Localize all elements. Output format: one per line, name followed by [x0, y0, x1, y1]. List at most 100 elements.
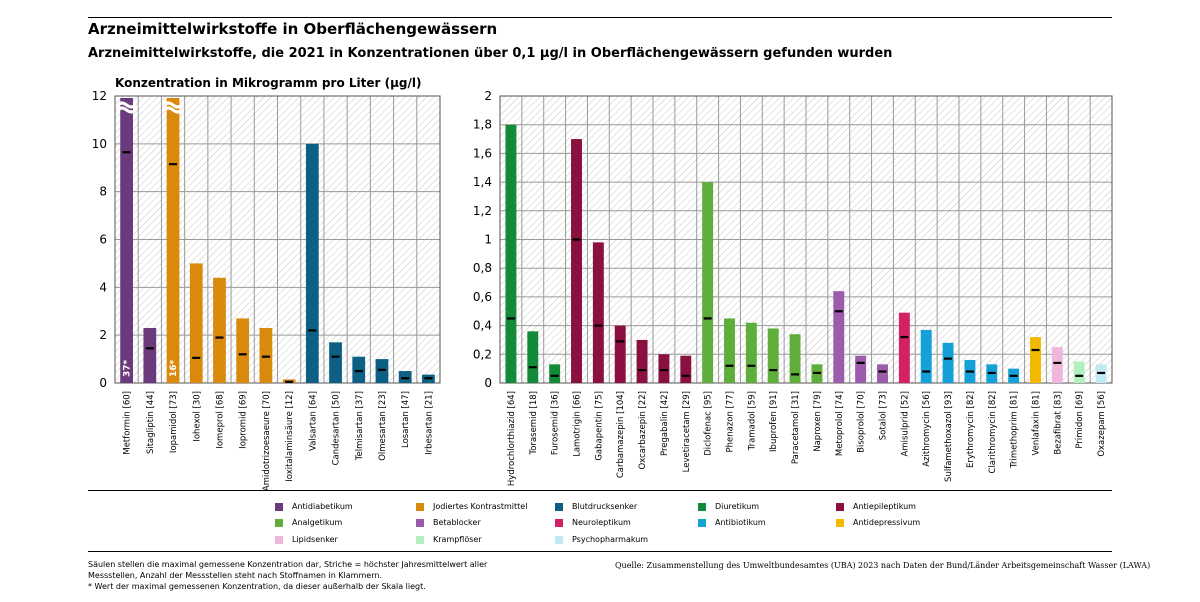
legend-swatch [836, 518, 844, 527]
category-label: Candesartan [50] [332, 391, 342, 465]
page-subtitle: Arzneimittelwirkstoffe, die 2021 in Konz… [88, 46, 893, 61]
legend-item: Krampflöser [416, 535, 482, 544]
legend-label: Analgetikum [292, 518, 343, 527]
plot-frame [499, 95, 1113, 384]
bar [571, 139, 582, 383]
category-label: Trimethoprim [81] [1010, 391, 1020, 469]
category-label: Carbamazepin [104] [616, 391, 626, 478]
category-label: Diclofenac [95] [704, 391, 714, 456]
bar [352, 356, 366, 383]
y-tick-label: 4 [99, 280, 107, 294]
category-label: Azithromycin [56] [922, 391, 932, 467]
bar [920, 329, 932, 383]
page-title: Arzneimittelwirkstoffe in Oberflächengew… [88, 20, 498, 38]
category-label: Metoprolol [74] [835, 391, 845, 456]
category-label: Oxazepam [56] [1097, 391, 1107, 457]
bar [1073, 361, 1085, 383]
category-label: Primidon [69] [1075, 391, 1085, 449]
category-label: Iohexol [30] [192, 391, 202, 442]
bar [789, 334, 801, 383]
legend-top-rule [88, 490, 1112, 491]
bar [1030, 337, 1041, 383]
legend-item: Antiepileptikum [836, 502, 916, 511]
category-label: Bisoprolol [70] [857, 391, 867, 453]
bar [189, 263, 203, 383]
category-label: Ibuprofen [91] [769, 391, 779, 452]
bar [120, 98, 133, 383]
top-rule [88, 17, 1112, 18]
bar [636, 339, 648, 383]
y-tick-label: 0,2 [473, 347, 492, 361]
bar [398, 371, 412, 383]
y-tick-label: 6 [99, 233, 107, 247]
category-label: Tramadol [59] [747, 391, 757, 451]
bar [855, 355, 867, 383]
y-tick-label: 0,6 [473, 290, 492, 304]
legend-label: Neuroleptikum [572, 518, 631, 527]
legend-item: Antibiotikum [698, 518, 766, 527]
category-label: Oxcarbazepin [22] [638, 391, 648, 470]
legend-swatch [698, 502, 706, 511]
footnote-line: Säulen stellen die maximal gemessene Kon… [88, 560, 488, 569]
source-note: Quelle: Zusammenstellung des Umweltbunde… [615, 561, 1151, 570]
bar [702, 182, 714, 383]
plot-frame [114, 95, 441, 384]
y-tick-label: 8 [99, 185, 107, 199]
category-label: Sotalol [73] [879, 391, 889, 440]
y-tick-label: 2 [484, 89, 492, 103]
bar [166, 98, 180, 383]
bar [614, 325, 626, 383]
legend-label: Betablocker [433, 518, 481, 527]
axis-break-marker [117, 106, 137, 114]
category-label: Iopamidol [73] [169, 391, 179, 453]
bar [942, 342, 954, 383]
legend-label: Antidiabetikum [292, 502, 353, 511]
y-tick-label: 1,2 [473, 204, 492, 218]
category-label: Iopromid [69] [239, 391, 249, 449]
legend-swatch [555, 518, 563, 527]
category-label: Gabapentin [75] [594, 391, 604, 461]
category-label: Lamotrigin [66] [573, 391, 583, 457]
chart-left: 0 2 4 6 8 10 12 37* Metformin [60] Sitagliptin [4… [92, 89, 441, 491]
category-label: Pregabalin [42] [660, 391, 670, 456]
category-label: Irbesartan [21] [424, 391, 434, 455]
chart-right: 0 0,2 0,4 0,6 0,8 1 1,2 1,4 1,6 1,8 2 Hydrochlorthi… [473, 89, 1113, 486]
category-label: Valsartan [64] [308, 391, 318, 451]
legend-item: Analgetikum [275, 518, 342, 527]
bar [658, 354, 670, 383]
legend-label: Antibiotikum [715, 518, 766, 527]
y-tick-label: 1,8 [473, 118, 492, 132]
legend-label: Krampflöser [433, 535, 482, 544]
y-tick-label: 1 [484, 233, 492, 247]
bar [505, 124, 517, 383]
legend-item: Lipidsenker [275, 535, 338, 544]
category-label: Clarithromycin [82] [988, 391, 998, 473]
axis-break-marker [163, 101, 183, 109]
legend-item: Antidiabetikum [275, 502, 353, 511]
bar [375, 359, 389, 383]
bar [833, 291, 845, 383]
category-label: Venlafaxin [81] [1032, 391, 1042, 455]
legend-swatch [698, 518, 706, 527]
legend-swatch [555, 502, 563, 511]
axis-break-marker [117, 101, 137, 109]
legend-label: Diuretikum [715, 502, 760, 511]
y-tick-label: 0 [99, 376, 107, 390]
y-tick-label: 2 [99, 328, 107, 342]
legend-swatch [836, 502, 844, 511]
legend-item: Psychopharmakum [555, 535, 648, 544]
y-tick-label: 1,6 [473, 146, 492, 160]
legend-swatch [416, 518, 424, 527]
bar [877, 364, 888, 383]
legend-label: Jodiertes Kontrastmittel [433, 502, 528, 511]
y-tick-label: 0,4 [473, 319, 492, 333]
bar [527, 331, 539, 383]
legend-swatch [555, 535, 563, 544]
category-label: Hydrochlorthiazid [64] [507, 391, 517, 486]
footer-rule [88, 551, 1112, 552]
category-label: Erythromycin [82] [966, 391, 976, 468]
off-scale-value-label: 16* [169, 359, 179, 377]
y-tick-label: 12 [92, 89, 107, 103]
footnote-line: * Wert der maximal gemessenen Konzentrat… [88, 582, 426, 591]
